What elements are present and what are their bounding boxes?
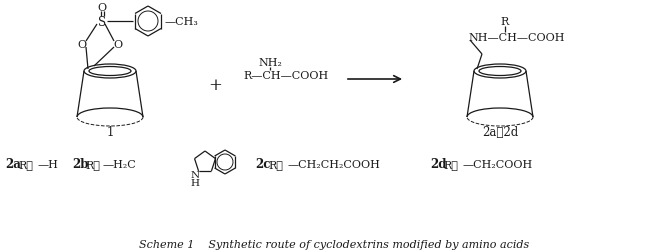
- Text: H: H: [191, 179, 199, 188]
- Text: 2a～2d: 2a～2d: [482, 125, 518, 138]
- Text: 2d: 2d: [430, 158, 446, 171]
- Text: —CH₂COOH: —CH₂COOH: [463, 159, 533, 169]
- Text: R：: R：: [18, 159, 33, 169]
- Text: S: S: [98, 15, 106, 28]
- Text: +: +: [208, 76, 222, 93]
- Text: 1: 1: [106, 125, 114, 138]
- Text: 2a: 2a: [5, 158, 21, 171]
- Text: R: R: [501, 17, 509, 27]
- Text: N: N: [191, 170, 199, 179]
- Text: O: O: [98, 3, 106, 13]
- Text: R：: R：: [443, 159, 458, 169]
- Text: 2c: 2c: [255, 158, 270, 171]
- Text: Scheme 1    Synthetic route of cyclodextrins modified by amino acids: Scheme 1 Synthetic route of cyclodextrin…: [139, 239, 529, 249]
- Text: R：: R：: [268, 159, 283, 169]
- Text: O: O: [78, 40, 86, 50]
- Text: —CH₂CH₂COOH: —CH₂CH₂COOH: [288, 159, 381, 169]
- Text: O: O: [114, 40, 122, 50]
- Text: —H₂C: —H₂C: [103, 159, 136, 169]
- Text: —H: —H: [38, 159, 59, 169]
- Text: NH₂: NH₂: [258, 58, 282, 68]
- Text: R：: R：: [85, 159, 100, 169]
- Text: R—CH—COOH: R—CH—COOH: [243, 71, 328, 81]
- Text: NH—CH—COOH: NH—CH—COOH: [468, 33, 565, 43]
- Text: —CH₃: —CH₃: [165, 17, 199, 27]
- Text: 2b: 2b: [72, 158, 88, 171]
